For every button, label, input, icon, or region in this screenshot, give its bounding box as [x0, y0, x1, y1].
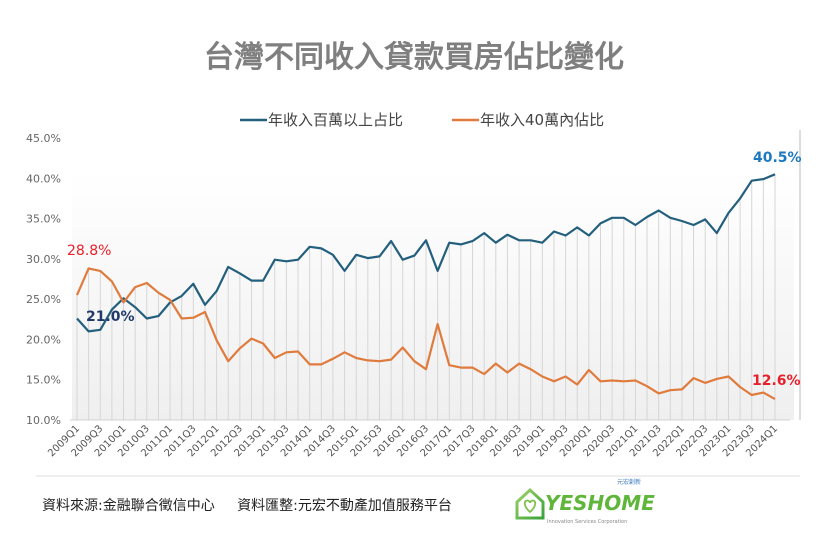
source-text: 資料來源:金融聯合徵信中心	[42, 498, 215, 514]
y-tick-label: 15.0%	[26, 374, 61, 387]
logo-chinese: 元宏創新	[617, 478, 641, 486]
house-icon	[515, 487, 545, 520]
logo-text: YESHOME	[545, 491, 655, 515]
annotation-low-start: 28.8%	[67, 243, 111, 259]
y-tick-label: 10.0%	[26, 414, 61, 427]
y-tick-label: 45.0%	[26, 132, 61, 145]
y-tick-label: 25.0%	[26, 293, 61, 306]
annotation-high-end: 40.5%	[753, 150, 802, 166]
plot-background	[72, 170, 794, 420]
y-tick-label: 40.0%	[26, 172, 61, 185]
legend: 年收入百萬以上占比 年收入40萬內佔比	[240, 111, 604, 129]
legend-label-high-income: 年收入百萬以上占比	[268, 111, 403, 129]
annotations: 28.8% 21.0% 40.5% 12.6%	[67, 150, 802, 389]
yeshome-logo: YESHOME Innovation Services Corporation …	[515, 478, 655, 525]
chart-title: 台灣不同收入貸款買房佔比變化	[204, 40, 624, 75]
legend-label-low-income: 年收入40萬內佔比	[480, 111, 604, 129]
annotation-low-end: 12.6%	[752, 373, 801, 389]
y-tick-label: 30.0%	[26, 253, 61, 266]
series-line-low-income	[75, 267, 776, 401]
heart-icon	[523, 499, 537, 514]
footer: 資料來源:金融聯合徵信中心 資料匯整:元宏不動產加值服務平台	[42, 495, 470, 515]
annotation-high-low: 21.0%	[86, 309, 135, 325]
y-tick-label: 20.0%	[26, 333, 61, 346]
y-tick-label: 35.0%	[26, 213, 61, 226]
logo-subtitle: Innovation Services Corporation	[547, 519, 627, 525]
compiled-text: 資料匯整:元宏不動產加值服務平台	[237, 498, 452, 514]
series-line-high-income	[76, 173, 776, 333]
